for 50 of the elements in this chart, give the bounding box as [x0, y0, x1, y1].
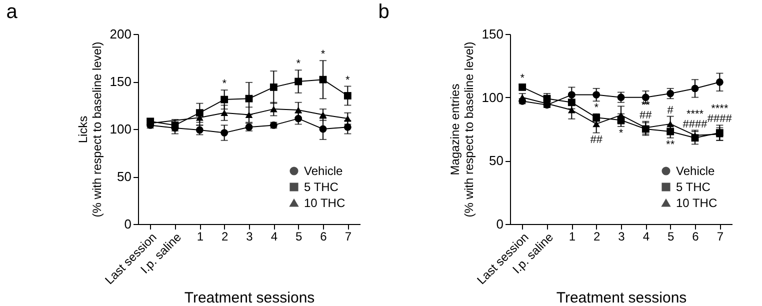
annotation: ## [590, 134, 604, 146]
annotation: * [520, 72, 526, 85]
y-tick-label: 0 [124, 216, 132, 232]
legend-label: Vehicle [304, 164, 344, 178]
y-axis-title: Licks (% with respect to baseline level) [76, 42, 104, 218]
y-tick-label: 100 [110, 122, 132, 136]
annotation: * [320, 48, 326, 61]
x-tick-label: 5 [667, 230, 674, 244]
annotation: #### [707, 113, 733, 126]
annotation: * [222, 78, 228, 90]
x-tick-label: 2 [221, 230, 228, 244]
annotation: * [618, 127, 624, 140]
y-tick-label: 0 [496, 216, 504, 232]
annotation: **** [686, 108, 704, 120]
x-tick-label: 7 [344, 230, 352, 244]
x-axis-title: Treatment sessions [556, 289, 687, 306]
chart-title: a [6, 1, 18, 23]
annotation: * [296, 58, 302, 70]
legend-label: Vehicle [676, 164, 716, 178]
chart-title: b [378, 1, 390, 23]
x-tick-label: 1 [568, 230, 576, 244]
y-tick-label: 50 [117, 169, 132, 184]
annotation: #### [682, 118, 708, 130]
x-tick-label: 4 [270, 230, 278, 244]
y-tick-label: 50 [489, 153, 504, 168]
x-axis-title: Treatment sessions [184, 289, 315, 306]
annotation: ## [640, 109, 653, 122]
annotation: # [667, 104, 674, 116]
legend-label: 5 THC [676, 180, 711, 194]
x-tick-label: 7 [716, 230, 724, 244]
annotation: ** [666, 138, 676, 151]
y-tick-label: 200 [110, 26, 132, 42]
y-tick-label: 100 [482, 90, 504, 105]
x-tick-label: 4 [642, 230, 650, 244]
x-tick-label: 6 [320, 230, 328, 244]
x-tick-label: 1 [196, 230, 204, 244]
annotation: * [346, 74, 351, 86]
legend-label: 10 THC [676, 196, 718, 210]
x-tick-label: 3 [618, 230, 626, 244]
x-tick-label: 6 [692, 230, 700, 244]
x-tick-label: 3 [246, 230, 254, 244]
x-tick-label: 2 [593, 230, 600, 244]
annotation: * [594, 102, 600, 114]
annotation: **** [711, 103, 729, 116]
y-axis-title: Magazine entries (% with respect to baseline level) [448, 42, 476, 218]
legend-label: 5 THC [304, 180, 339, 194]
y-tick-label: 150 [110, 74, 132, 89]
x-tick-label: 5 [295, 230, 302, 244]
legend-label: 10 THC [304, 196, 346, 210]
y-tick-label: 150 [482, 26, 504, 42]
